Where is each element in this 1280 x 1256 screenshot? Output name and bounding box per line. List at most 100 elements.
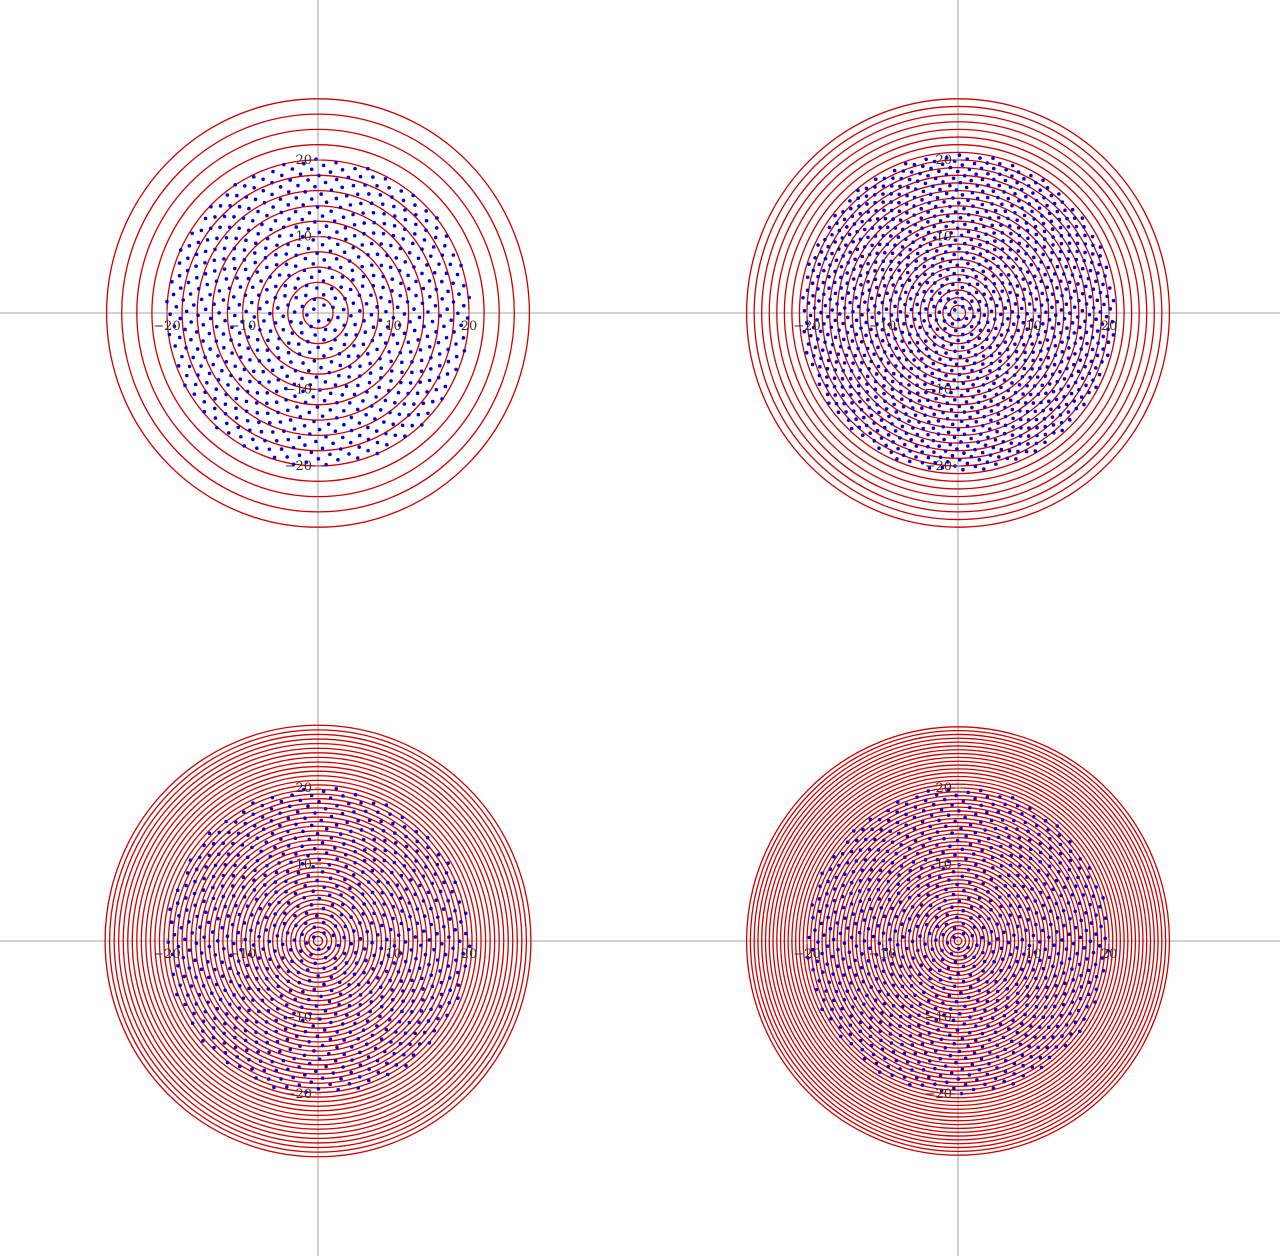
data-point	[403, 260, 408, 264]
data-point	[244, 238, 248, 242]
data-point	[1033, 224, 1038, 229]
data-point	[961, 979, 966, 984]
data-point	[234, 396, 239, 401]
data-point	[424, 218, 429, 223]
data-point	[211, 874, 216, 879]
data-point	[356, 383, 360, 388]
data-point	[999, 946, 1004, 951]
ring-46	[779, 760, 1137, 1122]
data-point	[907, 278, 912, 283]
data-point	[922, 289, 927, 294]
data-point	[1025, 409, 1030, 414]
data-point	[813, 345, 818, 350]
data-point	[939, 1088, 944, 1093]
data-point	[190, 931, 194, 935]
data-point	[920, 438, 925, 443]
data-point	[895, 994, 899, 999]
data-point	[909, 984, 914, 988]
data-point	[327, 946, 331, 950]
data-point	[1025, 875, 1029, 879]
data-point	[233, 1045, 238, 1050]
data-point	[211, 841, 216, 846]
data-point	[1020, 374, 1025, 379]
data-point	[379, 295, 383, 300]
data-point	[848, 1032, 853, 1037]
data-point	[1026, 907, 1031, 911]
data-point	[1009, 231, 1013, 236]
data-point	[980, 423, 985, 428]
data-point	[962, 888, 966, 893]
data-point	[361, 870, 365, 874]
data-point	[303, 921, 308, 926]
data-point	[866, 210, 870, 214]
data-point	[338, 363, 343, 368]
data-point	[905, 834, 910, 839]
data-point	[194, 975, 198, 980]
data-point	[972, 314, 976, 319]
data-point	[1073, 1020, 1078, 1025]
data-point	[908, 247, 912, 252]
data-point	[1047, 382, 1052, 386]
data-point	[925, 1021, 930, 1026]
data-point	[966, 995, 971, 1000]
data-point	[825, 366, 830, 371]
data-point	[926, 893, 930, 897]
data-point	[1054, 994, 1058, 998]
data-point	[362, 221, 366, 225]
data-point	[898, 276, 902, 280]
data-point	[421, 899, 426, 903]
data-point	[1015, 357, 1019, 362]
data-point	[833, 269, 837, 274]
data-point	[267, 358, 271, 363]
data-point	[938, 978, 943, 982]
data-point	[1034, 232, 1039, 237]
data-point	[344, 864, 349, 869]
data-point	[828, 263, 832, 267]
data-point	[207, 944, 212, 949]
data-point	[375, 1024, 379, 1028]
data-point	[421, 987, 425, 991]
data-point	[277, 273, 282, 277]
data-point	[946, 859, 951, 864]
data-point	[270, 368, 275, 373]
data-point	[1006, 922, 1010, 927]
data-point	[801, 295, 805, 300]
data-point	[1021, 277, 1026, 281]
ring-46	[104, 724, 532, 1158]
data-point	[293, 264, 298, 268]
data-point	[986, 435, 990, 440]
data-point	[893, 327, 898, 331]
data-point	[311, 238, 316, 242]
data-point	[1049, 922, 1053, 927]
data-point	[1031, 401, 1036, 405]
data-point	[246, 228, 251, 233]
data-point	[935, 884, 940, 889]
data-point	[1005, 347, 1010, 352]
data-point	[296, 183, 300, 188]
data-point	[330, 275, 335, 280]
data-point	[1047, 864, 1052, 868]
y-tick-label: 20	[295, 153, 312, 168]
data-point	[889, 192, 893, 196]
data-point	[874, 1061, 879, 1066]
data-point	[453, 908, 457, 913]
data-point	[879, 1038, 883, 1043]
data-point	[358, 1050, 362, 1055]
data-point	[321, 920, 326, 925]
data-point	[924, 347, 929, 351]
data-point	[400, 370, 404, 375]
data-point	[1006, 940, 1011, 945]
data-point	[952, 435, 957, 440]
data-point	[890, 387, 895, 392]
plot-background	[640, 0, 1280, 628]
data-point	[351, 183, 356, 188]
data-point	[993, 317, 997, 322]
data-point	[208, 347, 212, 351]
data-point	[319, 818, 324, 823]
data-point	[820, 1007, 824, 1012]
data-point	[213, 953, 218, 957]
data-point	[853, 257, 857, 262]
data-point	[810, 281, 815, 286]
data-point	[1025, 984, 1030, 989]
data-point	[1026, 184, 1031, 188]
